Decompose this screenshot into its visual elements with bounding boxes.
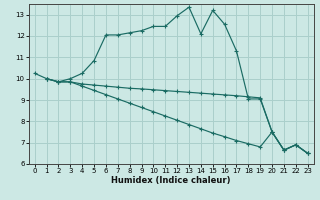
X-axis label: Humidex (Indice chaleur): Humidex (Indice chaleur) bbox=[111, 176, 231, 185]
